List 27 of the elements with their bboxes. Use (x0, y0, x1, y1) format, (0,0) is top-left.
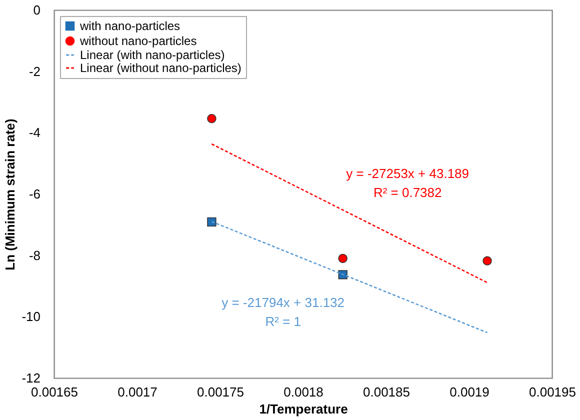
y-tick-label: -4 (28, 125, 40, 140)
legend-label: without nano-particles (79, 34, 197, 48)
point (482, 256, 492, 266)
y-tick-label: 0 (33, 2, 40, 18)
point (338, 254, 348, 263)
annotation: y = -21794x + 31.132 R² = 1 (222, 295, 345, 330)
x-tick-label: 0.00195 (529, 384, 576, 400)
y-tick-label: -2 (28, 64, 40, 79)
x-tick-label: 0.00175 (197, 384, 244, 400)
legend-label: Linear (with nano-particles) (80, 48, 225, 62)
annotation: y = -27253x + 43.189 R² = 0.7382 (346, 166, 470, 200)
x-tick-label: 0.0019 (450, 384, 490, 400)
point (207, 114, 216, 124)
x-tick-label: 0.0018 (284, 384, 324, 400)
point (338, 270, 348, 280)
x-tick-label: 0.00165 (31, 384, 78, 400)
legend-label: with nano-particles (79, 19, 180, 33)
y-tick-label: -8 (28, 248, 40, 263)
y-tick-label: -6 (28, 186, 40, 202)
x-axis-title: 1/Temperature (259, 402, 348, 416)
legend-label: Linear (without nano-particles) (80, 61, 242, 75)
x-tick-label: 0.0017 (118, 384, 158, 400)
x-tick-label: 0.00185 (363, 384, 410, 400)
point (207, 217, 216, 226)
y-tick-label: -12 (22, 370, 40, 386)
y-axis-title: Ln (Minimum strain rate) (2, 118, 18, 270)
y-tick-label: -10 (22, 309, 40, 324)
